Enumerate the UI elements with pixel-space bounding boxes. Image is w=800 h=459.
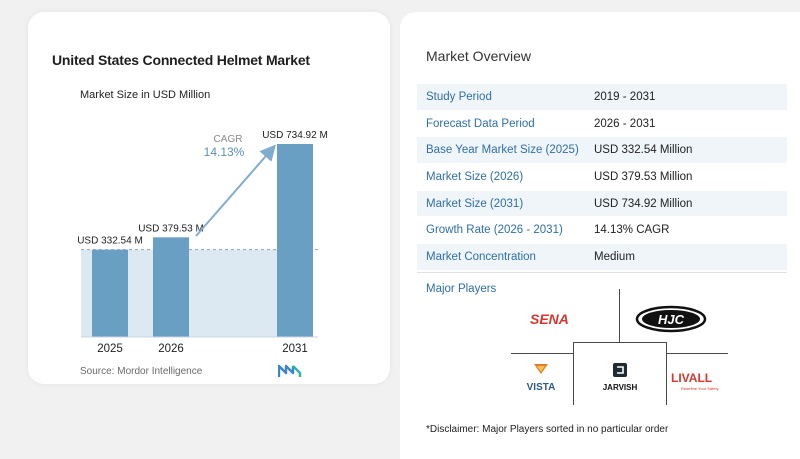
overview-value: USD 332.54 Million: [594, 144, 693, 157]
x-tick-2025: 2025: [97, 343, 123, 355]
players-grid-line: [573, 342, 667, 343]
chart-title: United States Connected Helmet Market: [52, 52, 310, 68]
overview-table: Study Period 2019 - 2031 Forecast Data P…: [417, 84, 787, 271]
cagr-label: CAGR: [214, 134, 243, 145]
players-title: Major Players: [426, 283, 497, 295]
overview-value: Medium: [594, 250, 635, 263]
overview-row: Base Year Market Size (2025) USD 332.54 …: [417, 137, 787, 165]
svg-text:VISTA: VISTA: [527, 382, 556, 393]
hjc-logo: HJC: [635, 305, 707, 333]
x-tick-2026: 2026: [158, 343, 184, 355]
overview-key: Forecast Data Period: [426, 117, 535, 130]
overview-key: Market Concentration: [426, 250, 536, 263]
bar-chart: USD 332.54 M 2025 USD 379.53 M 2026 USD 734.…: [77, 130, 328, 355]
source-text: Source: Mordor Intelligence: [80, 366, 203, 377]
disclaimer: *Disclaimer: Major Players sorted in no …: [426, 424, 669, 435]
sena-logo: SENA: [530, 311, 569, 327]
value-label-2026: USD 379.53 M: [138, 223, 204, 234]
vista-logo: VISTA: [527, 364, 556, 393]
jarvish-logo: JARVISH: [603, 363, 638, 392]
svg-text:LIVALL: LIVALL: [671, 371, 712, 385]
players-grid-line: [666, 342, 667, 405]
chart-subtitle: Market Size in USD Million: [80, 89, 211, 101]
overview-row: Market Size (2031) USD 734.92 Million: [417, 190, 787, 218]
svg-text:SENA: SENA: [530, 311, 569, 327]
players-grid-line: [619, 289, 620, 342]
overview-key: Market Size (2031): [426, 197, 524, 210]
overview-row: Study Period 2019 - 2031: [417, 84, 787, 111]
svg-text:Redefine Your Safety: Redefine Your Safety: [681, 386, 719, 391]
bar-2031: [277, 144, 313, 337]
value-label-2025: USD 332.54 M: [77, 236, 143, 247]
overview-key: Growth Rate (2026 - 2031): [426, 224, 563, 237]
cagr-arrow: [195, 144, 276, 237]
overview-row: Growth Rate (2026 - 2031) 14.13% CAGR: [417, 217, 787, 245]
bar-2025: [92, 249, 128, 337]
value-label-2031: USD 734.92 M: [262, 130, 328, 141]
cagr-value: 14.13%: [204, 145, 245, 159]
players-grid-line: [573, 342, 574, 405]
svg-text:JARVISH: JARVISH: [603, 383, 638, 392]
overview-row: Market Size (2026) USD 379.53 Million: [417, 164, 787, 191]
livall-logo: LIVALL Redefine Your Safety: [671, 371, 719, 391]
players-grid-line: [666, 353, 728, 354]
overview-value: 2019 - 2031: [594, 90, 656, 103]
overview-title: Market Overview: [426, 48, 532, 64]
overview-value: USD 379.53 Million: [594, 170, 693, 183]
overview-row: Market Concentration Medium: [417, 244, 787, 271]
divider: [417, 272, 787, 273]
mordor-logo-icon: [278, 364, 302, 377]
overview-key: Study Period: [426, 90, 492, 103]
overview-row: Forecast Data Period 2026 - 2031: [417, 111, 787, 138]
overview-key: Base Year Market Size (2025): [426, 144, 579, 157]
players-grid-line: [511, 353, 573, 354]
overview-value: USD 734.92 Million: [594, 197, 693, 210]
overview-value: 2026 - 2031: [594, 117, 656, 130]
svg-text:HJC: HJC: [658, 312, 685, 327]
jarvish-mark-icon: [613, 363, 627, 377]
overview-key: Market Size (2026): [426, 170, 524, 183]
x-tick-2031: 2031: [282, 343, 308, 355]
overview-value: 14.13% CAGR: [594, 224, 670, 237]
bar-2026: [153, 237, 189, 337]
